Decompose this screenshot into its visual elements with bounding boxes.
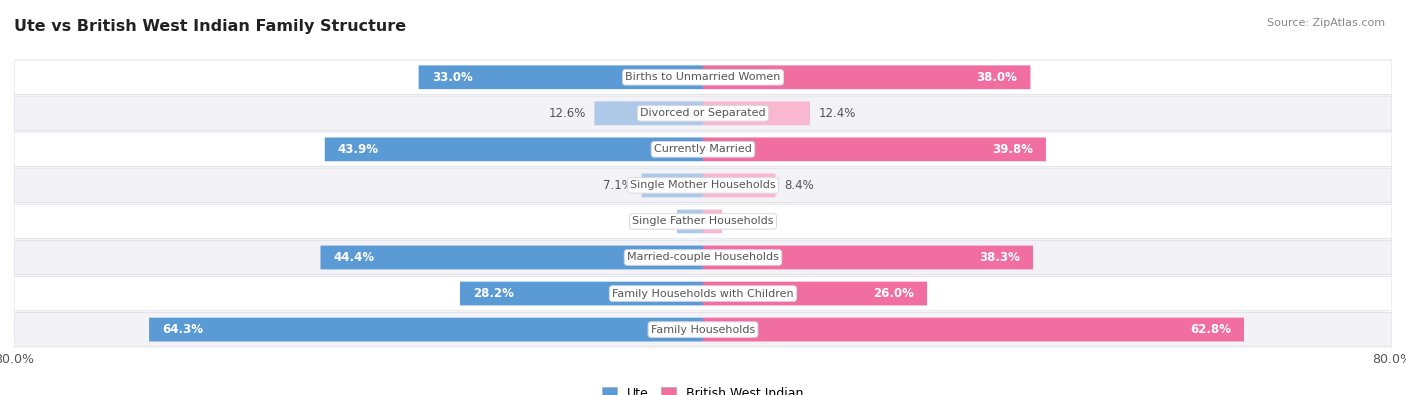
FancyBboxPatch shape — [703, 318, 1244, 341]
Text: 26.0%: 26.0% — [873, 287, 914, 300]
Text: 64.3%: 64.3% — [162, 323, 204, 336]
Text: 28.2%: 28.2% — [472, 287, 515, 300]
FancyBboxPatch shape — [419, 66, 703, 89]
Text: 43.9%: 43.9% — [337, 143, 378, 156]
FancyBboxPatch shape — [703, 173, 776, 197]
FancyBboxPatch shape — [14, 312, 1392, 347]
Text: 38.0%: 38.0% — [976, 71, 1018, 84]
FancyBboxPatch shape — [595, 102, 703, 125]
FancyBboxPatch shape — [14, 276, 1392, 311]
FancyBboxPatch shape — [14, 168, 1392, 203]
FancyBboxPatch shape — [678, 210, 703, 233]
Text: 7.1%: 7.1% — [603, 179, 633, 192]
Text: Married-couple Households: Married-couple Households — [627, 252, 779, 263]
FancyBboxPatch shape — [14, 132, 1392, 167]
FancyBboxPatch shape — [703, 66, 1031, 89]
Text: 2.2%: 2.2% — [731, 215, 761, 228]
Text: Family Households with Children: Family Households with Children — [612, 288, 794, 299]
Legend: Ute, British West Indian: Ute, British West Indian — [598, 382, 808, 395]
Text: 3.0%: 3.0% — [638, 215, 669, 228]
Text: Currently Married: Currently Married — [654, 144, 752, 154]
FancyBboxPatch shape — [703, 246, 1033, 269]
Text: 8.4%: 8.4% — [785, 179, 814, 192]
FancyBboxPatch shape — [460, 282, 703, 305]
FancyBboxPatch shape — [149, 318, 703, 341]
Text: 62.8%: 62.8% — [1189, 323, 1230, 336]
Text: Single Mother Households: Single Mother Households — [630, 181, 776, 190]
Text: Source: ZipAtlas.com: Source: ZipAtlas.com — [1267, 18, 1385, 28]
FancyBboxPatch shape — [321, 246, 703, 269]
Text: 39.8%: 39.8% — [991, 143, 1033, 156]
Text: 12.4%: 12.4% — [818, 107, 856, 120]
Text: Single Father Households: Single Father Households — [633, 216, 773, 226]
FancyBboxPatch shape — [641, 173, 703, 197]
Text: Family Households: Family Households — [651, 325, 755, 335]
Text: 33.0%: 33.0% — [432, 71, 472, 84]
FancyBboxPatch shape — [703, 210, 723, 233]
FancyBboxPatch shape — [14, 96, 1392, 131]
Text: Births to Unmarried Women: Births to Unmarried Women — [626, 72, 780, 82]
FancyBboxPatch shape — [14, 240, 1392, 275]
FancyBboxPatch shape — [703, 282, 927, 305]
FancyBboxPatch shape — [325, 137, 703, 161]
Text: 12.6%: 12.6% — [548, 107, 586, 120]
Text: Divorced or Separated: Divorced or Separated — [640, 108, 766, 118]
Text: Ute vs British West Indian Family Structure: Ute vs British West Indian Family Struct… — [14, 19, 406, 34]
Text: 44.4%: 44.4% — [333, 251, 374, 264]
FancyBboxPatch shape — [14, 204, 1392, 239]
FancyBboxPatch shape — [703, 137, 1046, 161]
Text: 38.3%: 38.3% — [979, 251, 1019, 264]
FancyBboxPatch shape — [703, 102, 810, 125]
FancyBboxPatch shape — [14, 60, 1392, 94]
